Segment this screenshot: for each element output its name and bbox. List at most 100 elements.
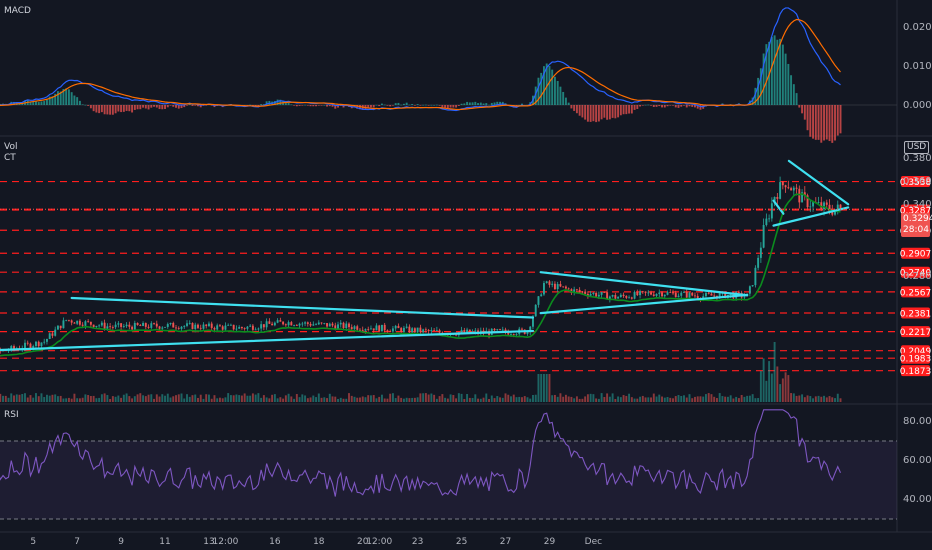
candle-body [413,328,416,333]
volume-bar [770,373,773,402]
volume-bar [243,393,246,402]
volume-bar [150,394,153,402]
candle-body [795,187,798,189]
volume-bar [534,394,537,402]
macd-histogram-bar [452,105,455,108]
x-axis-label: 20 [357,537,369,547]
macd-histogram-bar [441,105,444,108]
candle-body [589,294,592,296]
volume-bar [639,396,642,402]
volume-bar [765,380,768,402]
candle-body [389,331,392,332]
candle-body [147,326,150,328]
volume-bar [271,394,274,402]
volume-bar [661,396,663,402]
macd-histogram-bar [76,97,79,105]
volume-bar [702,396,705,402]
macd-histogram-bar [169,105,172,106]
rsi-band [0,441,897,519]
macd-histogram-bar [792,84,795,105]
x-axis-label: 12:00 [212,537,238,547]
volume-bar [210,398,213,402]
macd-histogram-bar [674,105,677,108]
macd-histogram-bar [680,105,683,107]
candle-body [177,328,180,329]
volume-bar [21,394,24,402]
candle-body [282,321,285,325]
candle-body [131,326,134,330]
volume-bar [573,398,576,402]
candle-body [650,292,653,295]
macd-histogram-bar [37,102,40,105]
volume-bar [323,397,326,402]
candle-body [10,346,13,351]
macd-histogram-bar [493,102,496,105]
volume-bar [650,397,653,402]
candle-body [383,324,386,331]
volume-bar [339,397,342,402]
volume-bar [499,397,501,402]
candle-body [639,291,642,296]
volume-bar [103,393,106,402]
macd-histogram-bar [378,105,381,107]
candle-body [51,333,54,336]
candle-body [246,326,249,329]
macd-histogram-bar [573,105,576,111]
macd-histogram-bar [249,104,252,106]
volume-bar [120,397,123,402]
candle-body [617,296,620,299]
candle-body [584,291,587,294]
candle-body [183,325,186,327]
candle-body [641,291,644,293]
candle-body [243,328,246,329]
candle-body [29,343,32,348]
candle-body [350,327,353,329]
level-price-label: 0.1873 [900,367,932,377]
macd-histogram-bar [400,104,403,106]
volume-bar [312,395,315,402]
candle-body [172,322,175,328]
macd-histogram-bar [696,105,699,109]
candle-body [87,321,90,323]
macd-histogram-bar [644,104,647,106]
x-axis-label: 5 [30,537,36,547]
volume-bar [446,398,449,402]
candle-body [504,329,507,333]
volume-bar [798,395,801,402]
volume-bar [688,394,691,402]
macd-histogram-bar [147,105,150,110]
volume-bar [452,395,455,402]
candle-body [496,329,499,331]
volume-bar [608,396,611,402]
volume-bar [466,393,469,402]
candle-body [45,339,48,342]
candle-body [372,328,375,331]
macd-histogram-bar [128,105,131,112]
macd-histogram-bar [545,63,548,105]
volume-bar [600,393,603,402]
macd-label: MACD [4,6,31,16]
macd-histogram-bar [584,105,587,120]
currency-badge[interactable]: USD [904,141,930,154]
candle-body [238,326,241,329]
volume-bar [350,395,353,402]
macd-histogram-bar [444,105,447,108]
volume-bar [279,397,282,402]
volume-bar [405,397,408,402]
candle-body [84,321,87,326]
volume-bar [715,398,718,402]
macd-histogram-bar [276,99,279,105]
volume-bar [515,397,518,402]
volume-bar [348,393,350,402]
volume-bar [831,397,834,402]
candle-body [166,324,169,327]
candle-body [803,192,806,196]
candle-body [323,323,326,324]
candle-body [430,330,433,332]
macd-histogram-bar [89,105,92,109]
volume-bar [26,397,29,402]
candle-body [564,286,567,289]
macd-histogram-bar [186,105,188,106]
x-axis-label: 11 [159,537,170,547]
